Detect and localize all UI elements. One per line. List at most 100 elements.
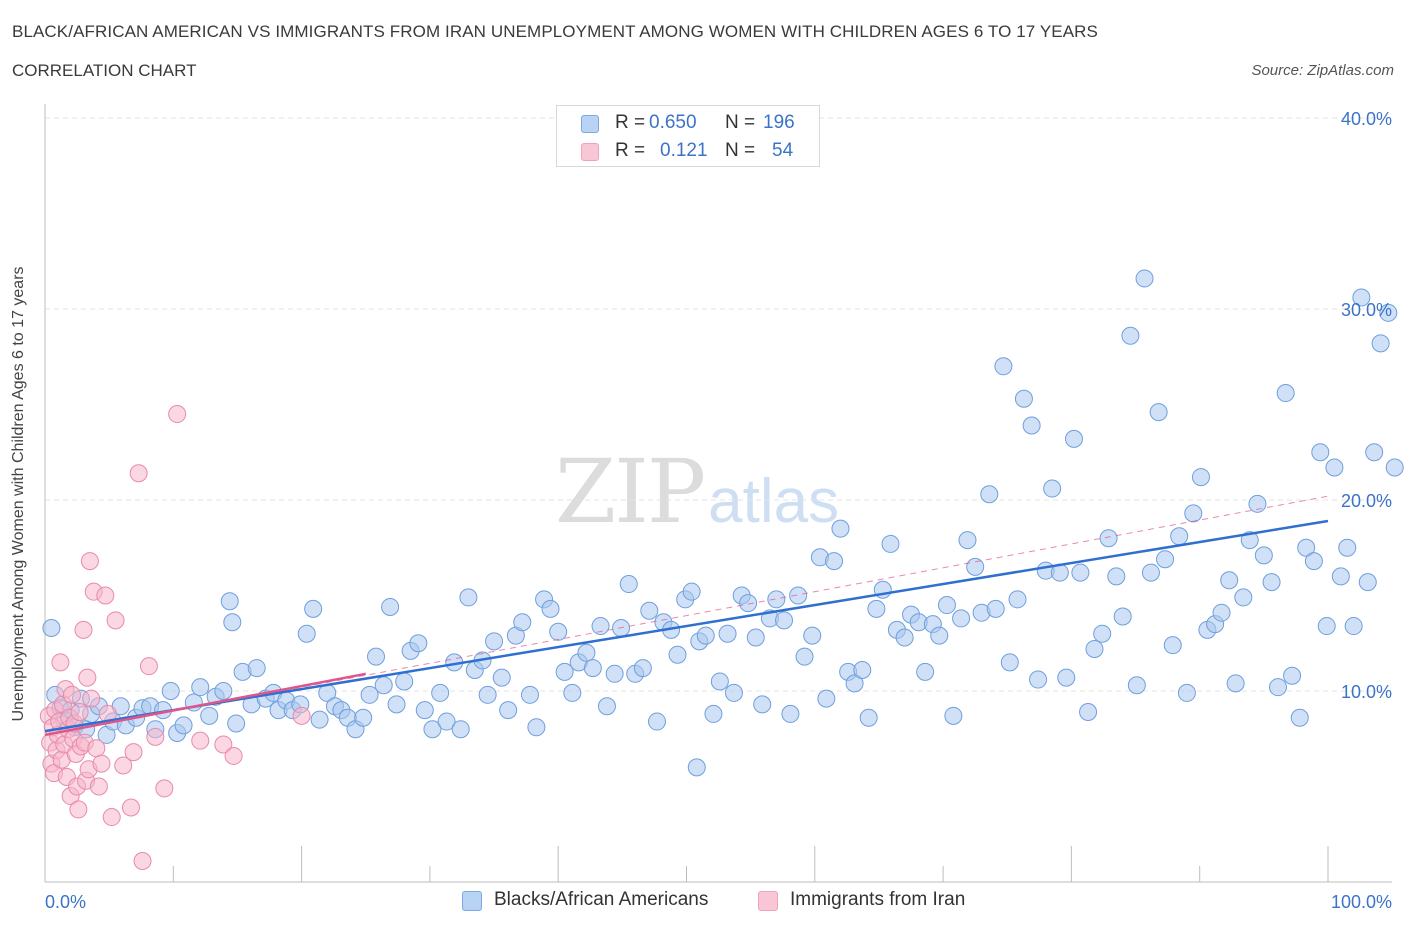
data-point-blacks — [597, 697, 616, 716]
data-point-blacks — [395, 672, 414, 691]
data-point-blacks — [1344, 617, 1363, 636]
data-point-blacks — [825, 552, 844, 571]
data-point-blacks — [555, 662, 574, 681]
data-point-iran — [62, 685, 81, 704]
data-point-iran — [70, 703, 89, 722]
data-point-iran — [82, 689, 101, 708]
data-point-blacks — [1297, 538, 1316, 557]
data-point-blacks — [1240, 531, 1259, 550]
data-point-iran — [51, 653, 70, 672]
data-point-blacks — [1170, 527, 1189, 546]
data-point-blacks — [1338, 538, 1357, 557]
legend-row-blacks: R = 0.650 N = 196 — [557, 111, 819, 137]
data-point-iran — [224, 746, 243, 765]
data-point-blacks — [310, 710, 329, 729]
axes — [44, 104, 1392, 883]
data-point-blacks — [1107, 567, 1126, 586]
data-point-blacks — [1290, 708, 1309, 727]
data-point-iran — [214, 735, 233, 754]
data-point-blacks — [563, 683, 582, 702]
data-point-iran — [89, 777, 108, 796]
data-point-blacks — [952, 609, 971, 628]
data-point-blacks — [367, 647, 386, 666]
data-point-blacks — [1008, 590, 1027, 609]
data-point-blacks — [1135, 269, 1154, 288]
data-point-blacks — [958, 531, 977, 550]
data-point-blacks — [1085, 639, 1104, 658]
data-point-blacks — [1371, 334, 1390, 353]
chart-subtitle: CORRELATION CHART — [12, 61, 197, 80]
trend-lines — [44, 495, 1329, 737]
data-point-blacks — [682, 582, 701, 601]
data-point-blacks — [767, 590, 786, 609]
data-point-iran — [124, 743, 143, 762]
data-point-iran — [78, 668, 97, 687]
data-point-blacks — [817, 689, 836, 708]
data-point-blacks — [1000, 653, 1019, 672]
chart-title: BLACK/AFRICAN AMERICAN VS IMMIGRANTS FRO… — [12, 22, 1098, 41]
data-point-blacks — [696, 626, 715, 645]
data-point-iran — [114, 756, 133, 775]
y-axis-label: Unemployment Among Women with Children A… — [10, 266, 27, 722]
trend-line-iran — [44, 672, 366, 737]
y-tick-label: 20.0% — [1341, 491, 1392, 511]
data-point-iran — [96, 586, 115, 605]
data-point-blacks — [297, 624, 316, 643]
data-point-blacks — [161, 682, 180, 700]
legend-swatch-pink — [581, 143, 599, 161]
data-point-blacks — [966, 557, 985, 576]
data-point-iran — [168, 405, 187, 424]
data-point-blacks — [1121, 326, 1140, 345]
data-point-iran — [121, 798, 140, 817]
data-point-blacks — [687, 758, 706, 777]
data-point-blacks — [174, 716, 193, 735]
data-point-blacks — [803, 626, 822, 645]
data-point-blacks — [191, 678, 210, 697]
data-point-blacks — [1331, 567, 1350, 586]
bottom-legend-label-iran: Immigrants from Iran — [790, 889, 966, 910]
data-point-blacks — [1220, 571, 1239, 590]
data-point-blacks — [724, 683, 743, 702]
data-point-blacks — [1365, 443, 1384, 462]
data-point-blacks — [1177, 683, 1196, 702]
data-point-blacks — [541, 599, 560, 618]
x-tick-label-max: 100.0% — [1331, 892, 1392, 912]
data-point-iran — [74, 620, 93, 639]
data-point-blacks — [354, 708, 373, 727]
data-point-blacks — [1093, 624, 1112, 643]
data-point-blacks — [577, 643, 596, 662]
data-point-iran — [92, 754, 111, 773]
data-point-blacks — [1212, 603, 1231, 622]
data-point-blacks — [360, 685, 379, 704]
data-point-blacks — [1352, 288, 1371, 307]
data-point-blacks — [1262, 573, 1281, 592]
data-point-blacks — [1304, 552, 1323, 571]
data-point-blacks — [1156, 550, 1175, 569]
data-point-blacks — [718, 624, 737, 643]
data-point-blacks — [795, 647, 814, 666]
data-point-blacks — [916, 662, 935, 681]
data-point-blacks — [1113, 607, 1132, 626]
data-point-blacks — [1226, 674, 1245, 693]
data-point-blacks — [994, 357, 1013, 376]
data-point-blacks — [710, 672, 729, 691]
trend-line-blacks — [44, 519, 1329, 733]
legend-swatch-blue — [581, 115, 599, 133]
source-label: Source: ZipAtlas.com — [1251, 62, 1394, 79]
data-point-blacks — [381, 597, 400, 616]
data-point-blacks — [845, 674, 864, 693]
data-point-blacks — [605, 664, 624, 683]
data-point-blacks — [980, 485, 999, 504]
data-point-iran — [80, 552, 99, 571]
data-point-iran — [87, 739, 106, 758]
data-point-blacks — [1022, 416, 1041, 435]
data-point-blacks — [220, 592, 239, 611]
data-point-blacks — [775, 611, 794, 630]
data-point-blacks — [640, 601, 659, 620]
data-point-blacks — [492, 668, 511, 687]
series-blacks-points — [42, 269, 1404, 777]
bottom-legend-swatch-pink — [758, 891, 778, 911]
r-label: R = — [615, 140, 646, 161]
data-point-blacks — [423, 720, 442, 739]
